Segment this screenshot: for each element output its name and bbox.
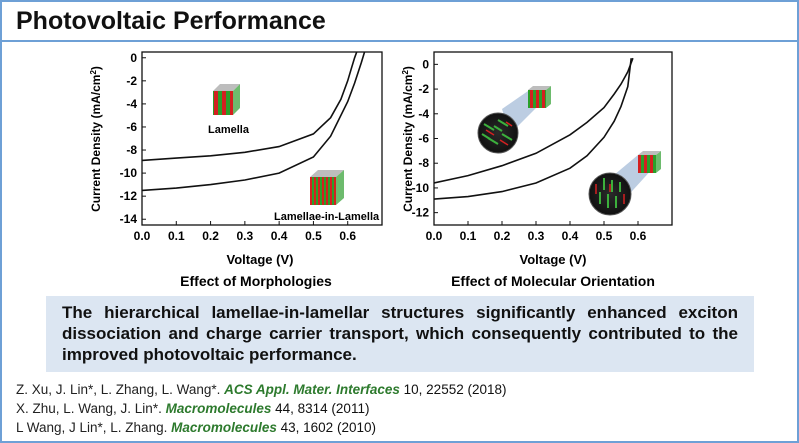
x-tick-label: 0.0 <box>134 229 151 243</box>
title-divider <box>2 40 797 42</box>
x-tick-label: 0.5 <box>305 229 322 243</box>
y-tick-label: -14 <box>120 212 138 226</box>
x-tick-label: 0.2 <box>494 229 511 243</box>
chart-caption: Effect of Molecular Orientation <box>451 273 655 289</box>
x-tick-label: 0.0 <box>426 229 443 243</box>
reference-item: X. Zhu, L. Wang, J. Lin*. Macromolecules… <box>16 401 370 416</box>
x-tick-label: 0.4 <box>271 229 288 243</box>
x-tick-label: 0.4 <box>562 229 579 243</box>
series-line <box>434 58 632 200</box>
orientation-inset-parallel-icon <box>477 86 551 154</box>
lamellae-in-lamella-label: Lamellae-in-Lamella <box>274 211 380 223</box>
x-tick-label: 0.3 <box>237 229 254 243</box>
y-tick-label: -2 <box>418 82 429 96</box>
x-tick-label: 0.1 <box>168 229 185 243</box>
y-tick-label: -6 <box>418 132 429 146</box>
y-tick-label: -6 <box>126 120 137 134</box>
x-axis-label: Voltage (V) <box>520 252 587 267</box>
lamellae-in-lamella-cube-icon <box>310 170 344 205</box>
y-tick-label: -10 <box>120 166 138 180</box>
y-tick-label: -2 <box>126 74 137 88</box>
references: Z. Xu, J. Lin*, L. Zhang, L. Wang*. ACS … <box>16 380 507 437</box>
series-line <box>142 52 358 162</box>
y-tick-label: -4 <box>418 107 429 121</box>
y-axis-label: Current Density (mA/cm2) <box>89 66 104 212</box>
y-tick-label: -8 <box>418 156 429 170</box>
slide-title: Photovoltaic Performance <box>16 7 326 35</box>
x-tick-label: 0.6 <box>630 229 647 243</box>
chart-caption: Effect of Morphologies <box>180 273 332 289</box>
y-tick-label: 0 <box>130 51 137 65</box>
y-tick-label: 0 <box>422 57 429 71</box>
chart-molecular-orientation: 0.0 0.1 0.2 0.3 0.4 0.5 0.6 0 -2 -4 -6 -8 -10 -12 Cur… <box>401 51 673 289</box>
lamella-cube-icon <box>213 84 240 115</box>
plot-frame <box>141 51 383 226</box>
y-tick-label: -4 <box>126 97 137 111</box>
x-axis-label: Voltage (V) <box>227 252 294 267</box>
lamella-label: Lamella <box>208 124 250 136</box>
y-tick-label: -12 <box>412 206 430 220</box>
plot-area: 0.0 0.1 0.2 0.3 0.4 0.5 0.6 0 -2 -4 -6 -8 -10 -12 <box>412 51 673 243</box>
y-axis-label: Current Density (mA/cm2) <box>401 66 416 212</box>
plot-frame <box>433 51 673 226</box>
x-tick-label: 0.1 <box>460 229 477 243</box>
x-tick-label: 0.2 <box>202 229 219 243</box>
summary-box: The hierarchical lamellae-in-lamellar st… <box>46 296 754 372</box>
series-line <box>434 57 634 184</box>
y-tick-label: -10 <box>412 181 430 195</box>
reference-item: Z. Xu, J. Lin*, L. Zhang, L. Wang*. ACS … <box>16 382 507 397</box>
x-tick-label: 0.5 <box>596 229 613 243</box>
chart-morphologies: 0.0 0.1 0.2 0.3 0.4 0.5 0.60-2-4-6-8-10-12-14 … <box>89 51 383 289</box>
y-tick-label: -12 <box>120 189 138 203</box>
y-tick-label: -8 <box>126 143 137 157</box>
x-tick-label: 0.6 <box>339 229 356 243</box>
series-line <box>142 52 366 192</box>
reference-item: L Wang, J Lin*, L. Zhang. Macromolecules… <box>16 420 376 435</box>
x-tick-label: 0.3 <box>528 229 545 243</box>
orientation-inset-vertical-icon <box>588 151 661 216</box>
plot-area: 0.0 0.1 0.2 0.3 0.4 0.5 0.6 0 -2 -4 -6 -8 -10 -12 -14 <box>120 51 383 243</box>
